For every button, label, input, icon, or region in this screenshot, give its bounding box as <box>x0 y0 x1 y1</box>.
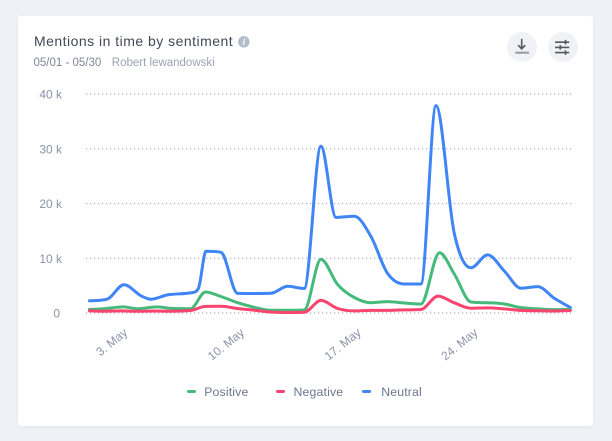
svg-text:10. May: 10. May <box>205 325 247 363</box>
svg-text:10 k: 10 k <box>39 252 63 266</box>
svg-text:i: i <box>242 38 245 48</box>
svg-text:20 k: 20 k <box>39 197 63 211</box>
svg-text:3. May: 3. May <box>93 325 130 359</box>
svg-text:0: 0 <box>53 307 60 321</box>
svg-text:30 k: 30 k <box>39 142 63 156</box>
svg-text:40 k: 40 k <box>39 88 63 102</box>
svg-text:17. May: 17. May <box>322 325 364 363</box>
svg-text:24. May: 24. May <box>438 325 480 363</box>
